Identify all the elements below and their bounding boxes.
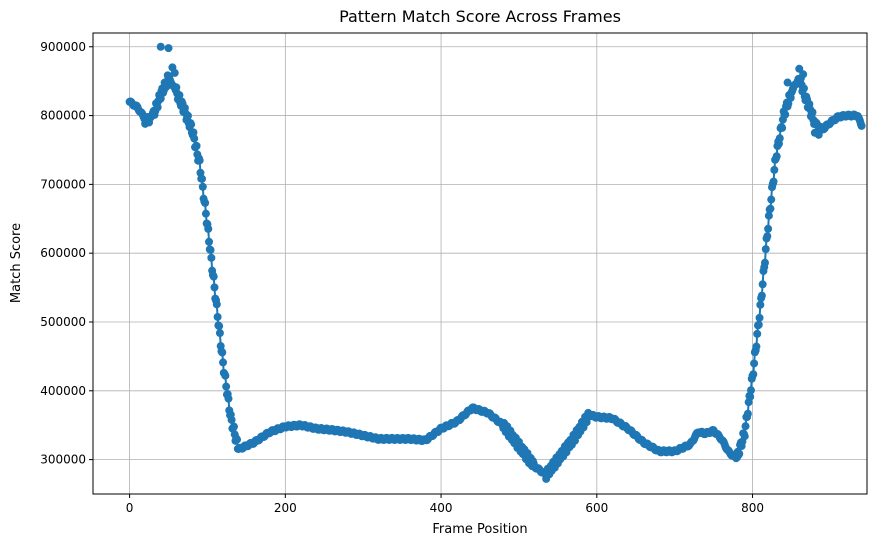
data-point xyxy=(783,78,792,87)
y-axis-label: Match Score xyxy=(9,223,24,303)
data-point xyxy=(757,291,766,300)
data-point xyxy=(743,409,752,418)
data-point xyxy=(227,415,236,424)
x-tick-label: 200 xyxy=(274,501,297,515)
data-point xyxy=(741,422,750,431)
data-point xyxy=(781,110,790,119)
data-point xyxy=(212,300,221,309)
data-point xyxy=(767,195,776,204)
y-tick-label: 400000 xyxy=(40,384,86,398)
y-tick-label: 600000 xyxy=(40,246,86,260)
data-point xyxy=(746,392,755,401)
data-point xyxy=(799,70,808,79)
axis-ticks: 0 200 400 600 800 300000 400000 500000 600000 700… xyxy=(40,40,764,515)
chart-title: Pattern Match Score Across Frames xyxy=(339,7,621,26)
data-point xyxy=(189,128,198,137)
data-point xyxy=(219,358,228,367)
data-point xyxy=(221,371,230,380)
data-point xyxy=(198,182,207,191)
data-point xyxy=(215,322,224,331)
data-point xyxy=(582,418,591,427)
y-tick-label: 800000 xyxy=(40,109,86,123)
data-point xyxy=(791,80,800,89)
series-match-score xyxy=(125,42,866,483)
data-point xyxy=(184,111,192,120)
data-point xyxy=(814,130,823,139)
x-tick-label: 0 xyxy=(126,501,134,515)
data-point xyxy=(772,152,781,161)
data-point xyxy=(766,204,775,213)
data-point xyxy=(192,141,201,150)
x-axis-label: Frame Position xyxy=(432,522,527,537)
data-point xyxy=(205,237,214,246)
grid xyxy=(93,33,867,494)
data-point xyxy=(754,320,763,329)
y-tick-label: 900000 xyxy=(40,40,86,54)
data-point xyxy=(204,224,213,233)
plot-frame xyxy=(92,32,868,495)
data-point xyxy=(758,280,767,289)
x-tick-label: 600 xyxy=(585,501,608,515)
data-point xyxy=(145,118,154,127)
y-tick-label: 500000 xyxy=(40,315,86,329)
data-point xyxy=(749,370,758,379)
data-point xyxy=(209,272,218,281)
data-point xyxy=(778,123,787,132)
data-point xyxy=(756,300,765,309)
data-point xyxy=(224,394,233,403)
data-point xyxy=(769,177,778,186)
data-point xyxy=(857,121,866,130)
data-point xyxy=(229,422,238,431)
data-point xyxy=(206,246,215,255)
data-point xyxy=(763,232,772,241)
data-point xyxy=(196,168,205,177)
data-point xyxy=(233,435,242,444)
data-point xyxy=(207,253,216,262)
data-point xyxy=(746,386,755,395)
data-point xyxy=(764,211,773,220)
data-point xyxy=(210,283,219,292)
y-tick-label: 700000 xyxy=(40,177,86,191)
data-point xyxy=(218,348,227,357)
data-point xyxy=(201,198,210,207)
data-point xyxy=(215,329,224,338)
data-point xyxy=(764,224,773,233)
data-point xyxy=(799,84,808,93)
data-point xyxy=(170,68,179,77)
data-point xyxy=(164,44,173,53)
data-point xyxy=(195,156,204,165)
data-point xyxy=(156,42,165,51)
data-point xyxy=(735,449,744,458)
data-point xyxy=(198,174,207,183)
data-point xyxy=(222,382,231,391)
data-point xyxy=(761,245,770,254)
data-point xyxy=(213,312,222,321)
y-tick-label: 300000 xyxy=(40,453,86,467)
data-point xyxy=(190,134,199,143)
data-point xyxy=(172,83,181,92)
data-point xyxy=(175,91,184,100)
data-point xyxy=(153,103,162,112)
data-point xyxy=(750,359,759,368)
data-point xyxy=(753,329,762,338)
data-point xyxy=(201,209,210,218)
data-point xyxy=(740,432,749,441)
data-point xyxy=(755,313,764,322)
data-point xyxy=(808,108,817,117)
data-point xyxy=(775,134,784,143)
data-point xyxy=(752,342,761,351)
data-point xyxy=(760,258,769,267)
x-tick-label: 800 xyxy=(741,501,764,515)
x-tick-label: 400 xyxy=(430,501,453,515)
data-point xyxy=(770,165,779,174)
data-point xyxy=(187,120,196,129)
